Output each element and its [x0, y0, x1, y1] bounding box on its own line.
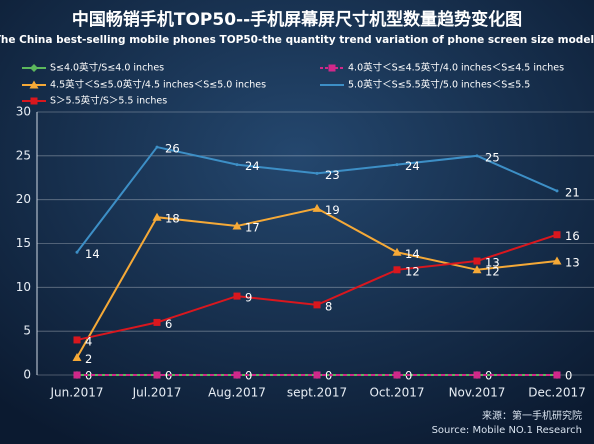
legend-label: S＞5.5英寸/S＞5.5 inches [50, 95, 167, 107]
data-label: 8 [325, 299, 332, 313]
y-tick-label: 5 [23, 324, 31, 338]
y-tick-label: 30 [16, 105, 31, 119]
data-label: 21 [565, 185, 580, 199]
data-point [153, 371, 161, 379]
x-tick-label: Oct.2017 [369, 386, 424, 400]
y-tick-label: 20 [16, 192, 31, 206]
data-point [152, 212, 162, 221]
y-tick-label: 10 [16, 280, 31, 294]
data-label: 0 [565, 369, 572, 383]
x-tick-label: Nov.2017 [449, 386, 506, 400]
source: 来源：第一手机研究院 [482, 409, 582, 422]
data-point [392, 247, 402, 256]
data-point [313, 371, 321, 379]
data-point [153, 318, 161, 326]
data-point [315, 171, 319, 175]
data-label: 24 [245, 159, 260, 173]
legend-marker [29, 80, 39, 89]
data-label: 12 [405, 264, 420, 278]
chart-subtitle: The China best-selling mobile phones TOP… [0, 34, 594, 46]
data-point [73, 371, 81, 379]
data-point [473, 257, 481, 265]
data-label: 23 [325, 168, 340, 182]
data-point [235, 163, 239, 167]
data-label: 16 [565, 229, 580, 243]
data-point [552, 256, 562, 265]
data-label: 0 [85, 369, 92, 383]
data-point [475, 154, 479, 158]
data-point [155, 145, 159, 149]
data-label: 25 [485, 150, 500, 164]
data-label: 9 [245, 291, 252, 305]
data-label: 19 [325, 203, 340, 217]
y-tick-label: 25 [16, 148, 31, 162]
data-label: 0 [325, 369, 332, 383]
data-label: 17 [245, 220, 260, 234]
data-point [72, 352, 82, 361]
data-label: 4 [85, 334, 92, 348]
legend-label: 4.5英寸＜S≤5.0英寸/4.5 inches＜S≤5.0 inches [50, 79, 266, 91]
y-tick-label: 15 [16, 236, 31, 250]
source: Source: Mobile NO.1 Research [432, 425, 582, 436]
data-point [232, 221, 242, 230]
data-label: 0 [485, 369, 492, 383]
data-point [393, 266, 401, 274]
data-point [75, 250, 79, 254]
data-point [395, 163, 399, 167]
data-point [312, 203, 322, 212]
x-tick-label: Dec.2017 [528, 386, 586, 400]
legend-label: 4.0英寸＜S≤4.5英寸/4.0 inches＜S≤4.5 inches [348, 62, 564, 74]
data-point [553, 371, 561, 379]
data-label: 14 [405, 247, 420, 261]
data-point [553, 231, 561, 239]
x-tick-label: Aug.2017 [208, 386, 266, 400]
legend-marker [328, 64, 336, 72]
data-label: 18 [165, 212, 180, 226]
legend-marker [30, 64, 38, 72]
data-point [313, 301, 321, 309]
data-label: 13 [565, 256, 580, 270]
data-label: 26 [165, 142, 180, 156]
data-label: 6 [165, 317, 172, 331]
x-tick-label: sept.2017 [287, 386, 347, 400]
y-tick-label: 0 [23, 368, 31, 382]
data-point [233, 292, 241, 300]
data-label: 12 [485, 264, 500, 278]
data-label: 24 [405, 159, 420, 173]
data-point [472, 265, 482, 274]
data-point [555, 189, 559, 193]
legend-label: 5.0英寸＜S≤5.5英寸/5.0 inches＜S≤5.5 [348, 79, 530, 91]
data-label: 13 [485, 256, 500, 270]
data-point [233, 371, 241, 379]
chart-title: 中国畅销手机TOP50--手机屏幕屏尺寸机型数量趋势变化图 [72, 9, 522, 30]
legend-marker [30, 97, 38, 105]
data-point [473, 371, 481, 379]
data-point [73, 336, 81, 344]
data-label: 2 [85, 352, 92, 366]
legend-label: S≤4.0英寸/S≤4.0 inches [50, 62, 164, 74]
data-label: 14 [85, 247, 100, 261]
data-point [393, 371, 401, 379]
x-tick-label: Jun.2017 [49, 386, 103, 400]
x-tick-label: Jul.2017 [132, 386, 182, 400]
